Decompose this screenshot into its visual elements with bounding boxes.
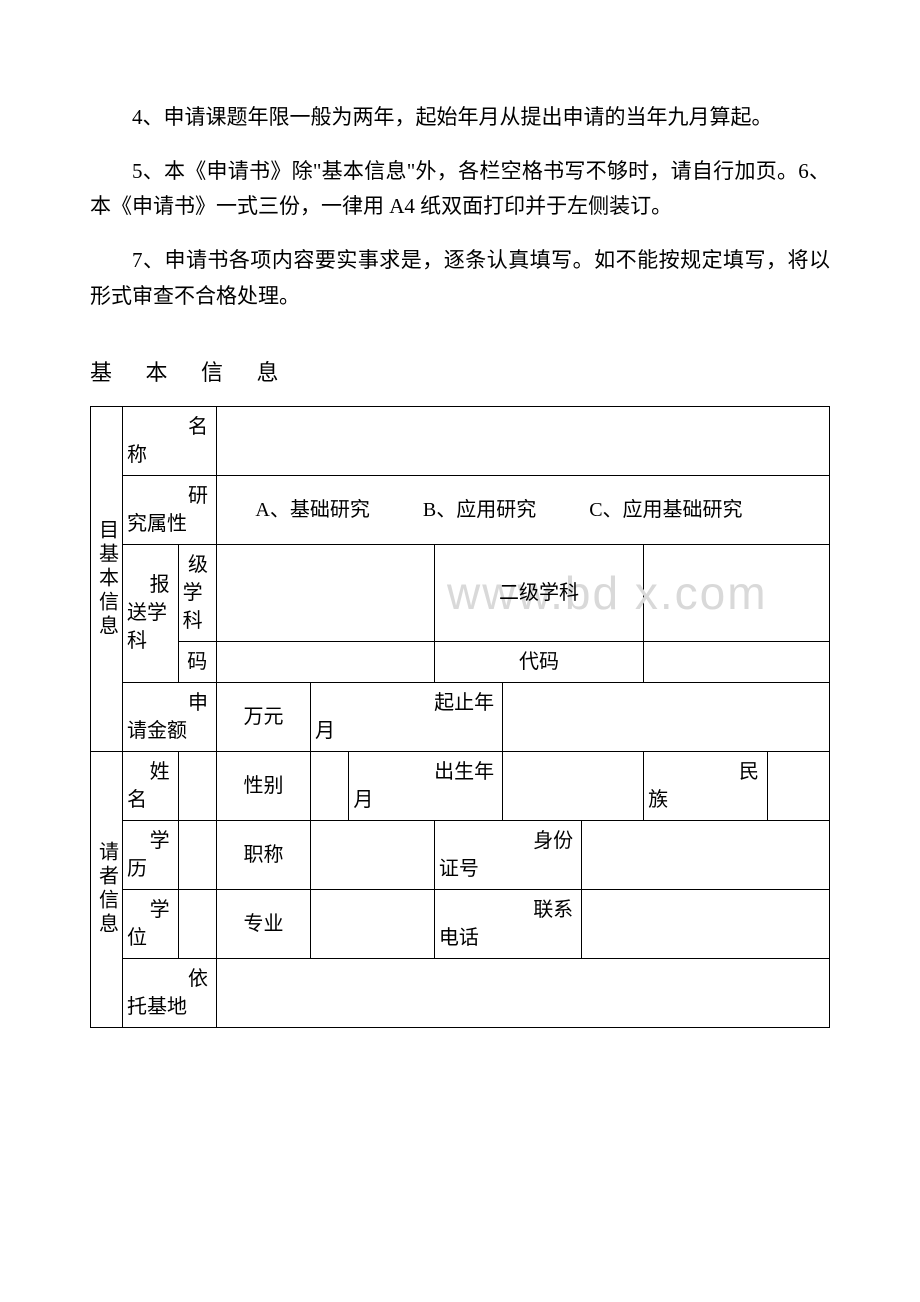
option-c[interactable]: C、应用基础研究 <box>589 496 742 524</box>
option-b[interactable]: B、应用研究 <box>423 496 536 524</box>
option-a[interactable]: A、基础研究 <box>255 496 369 524</box>
edu-value[interactable] <box>178 820 216 889</box>
paragraph-5: 5、本《申请书》除"基本信息"外，各栏空格书写不够时，请自行加页。6、本《申请书… <box>90 154 830 225</box>
name-label: 名 称 <box>123 406 217 475</box>
code-value[interactable] <box>217 641 435 682</box>
basic-info-table: 目基本信息 名 称 研 究属性 A、基础研究 B、应用研究 C、应用基础研究 报… <box>90 406 830 1028</box>
level-subject-label: 级 学科 <box>178 544 216 641</box>
birth-label: 出生年 月 <box>349 751 503 820</box>
code-label: 码 <box>178 641 216 682</box>
edu-label: 学 历 <box>123 820 179 889</box>
title-label: 职称 <box>217 820 311 889</box>
birth-value[interactable] <box>503 751 644 820</box>
ethnic-value[interactable] <box>768 751 830 820</box>
id-value[interactable] <box>582 820 830 889</box>
degree-value[interactable] <box>178 889 216 958</box>
surname-value[interactable] <box>178 751 216 820</box>
gender-value[interactable] <box>310 751 348 820</box>
paragraph-4: 4、申请课题年限一般为两年，起始年月从提出申请的当年九月算起。 <box>90 100 830 136</box>
gender-label: 性别 <box>217 751 311 820</box>
second-subject-value[interactable] <box>644 544 830 641</box>
code2-value[interactable] <box>644 641 830 682</box>
phone-value[interactable] <box>582 889 830 958</box>
level-subject-value[interactable]: www.bd x.com <box>217 544 435 641</box>
major-value[interactable] <box>310 889 434 958</box>
period-value[interactable] <box>503 682 830 751</box>
phone-label: 联系 电话 <box>434 889 581 958</box>
amount-unit: 万元 <box>217 682 311 751</box>
ethnic-label: 民 族 <box>644 751 768 820</box>
group-project-info: 目基本信息 <box>91 406 123 751</box>
title-value[interactable] <box>310 820 434 889</box>
base-label: 依 托基地 <box>123 958 217 1027</box>
section-title: 基 本 信 息 <box>90 354 830 391</box>
paragraph-7: 7、申请书各项内容要实事求是，逐条认真填写。如不能按规定填写，将以形式审查不合格… <box>90 243 830 314</box>
base-value[interactable] <box>217 958 830 1027</box>
id-label: 身份 证号 <box>434 820 581 889</box>
code2-label: 代码 <box>434 641 643 682</box>
surname-label: 姓 名 <box>123 751 179 820</box>
research-attr-label: 研 究属性 <box>123 475 217 544</box>
group-applicant-info: 请者信息 <box>91 751 123 1027</box>
period-label: 起止年 月 <box>310 682 502 751</box>
second-subject-label: 二级学科 <box>434 544 643 641</box>
name-value[interactable] <box>217 406 830 475</box>
research-options[interactable]: A、基础研究 B、应用研究 C、应用基础研究 <box>217 475 830 544</box>
subject-label: 报 送学科 <box>123 544 179 682</box>
degree-label: 学 位 <box>123 889 179 958</box>
major-label: 专业 <box>217 889 311 958</box>
amount-label: 申 请金额 <box>123 682 217 751</box>
